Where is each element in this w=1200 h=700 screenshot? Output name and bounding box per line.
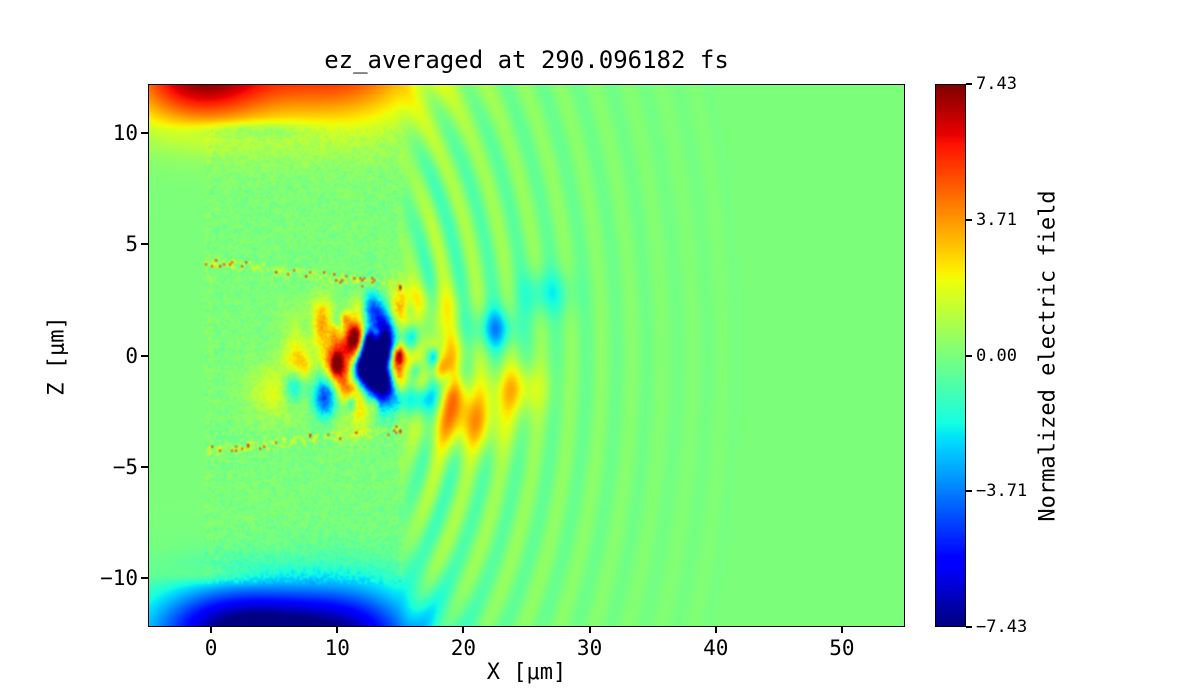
y-tick-mark: [141, 465, 148, 468]
y-tick-mark: [141, 131, 148, 134]
y-tick-mark: [141, 577, 148, 580]
colorbar-label: Normalized electric field: [1035, 190, 1061, 522]
colorbar-canvas: [936, 85, 965, 626]
x-axis-label: X [μm]: [486, 660, 567, 685]
colorbar-tick-mark: [966, 218, 972, 221]
colorbar: [935, 84, 966, 627]
colorbar-tick-label: 0.00: [976, 345, 1017, 366]
y-tick-label: 0: [125, 343, 138, 368]
y-tick-label: −5: [112, 454, 138, 479]
heatmap-canvas: [149, 85, 904, 626]
plot-title: ez_averaged at 290.096182 fs: [324, 46, 729, 74]
colorbar-tick-mark: [966, 354, 972, 357]
x-tick-mark: [210, 627, 213, 633]
x-tick-label: 20: [450, 636, 477, 660]
colorbar-tick-label: −7.43: [976, 617, 1028, 637]
y-tick-label: 10: [112, 120, 138, 145]
x-tick-mark: [840, 627, 843, 633]
x-tick-label: 30: [576, 636, 603, 660]
x-tick-mark: [588, 627, 591, 633]
colorbar-tick-mark: [966, 490, 972, 493]
colorbar-tick-label: 3.71: [976, 209, 1017, 230]
y-axis-label: Z [μm]: [44, 316, 70, 396]
x-tick-mark: [714, 627, 717, 633]
colorbar-tick-label: 7.43: [976, 74, 1017, 94]
y-tick-mark: [141, 243, 148, 246]
colorbar-tick-mark: [966, 626, 972, 628]
colorbar-tick-mark: [966, 83, 972, 85]
y-tick-mark: [141, 354, 148, 357]
y-tick-label: 5: [125, 232, 138, 257]
y-tick-label: −10: [100, 566, 138, 591]
colorbar-tick-label: −3.71: [976, 481, 1028, 502]
plot-area: [148, 84, 905, 627]
x-tick-mark: [336, 627, 339, 633]
x-tick-label: 10: [324, 636, 350, 660]
x-tick-mark: [462, 627, 465, 633]
x-tick-label: 0: [204, 636, 218, 660]
x-tick-label: 40: [703, 636, 729, 660]
x-tick-label: 50: [829, 636, 855, 660]
